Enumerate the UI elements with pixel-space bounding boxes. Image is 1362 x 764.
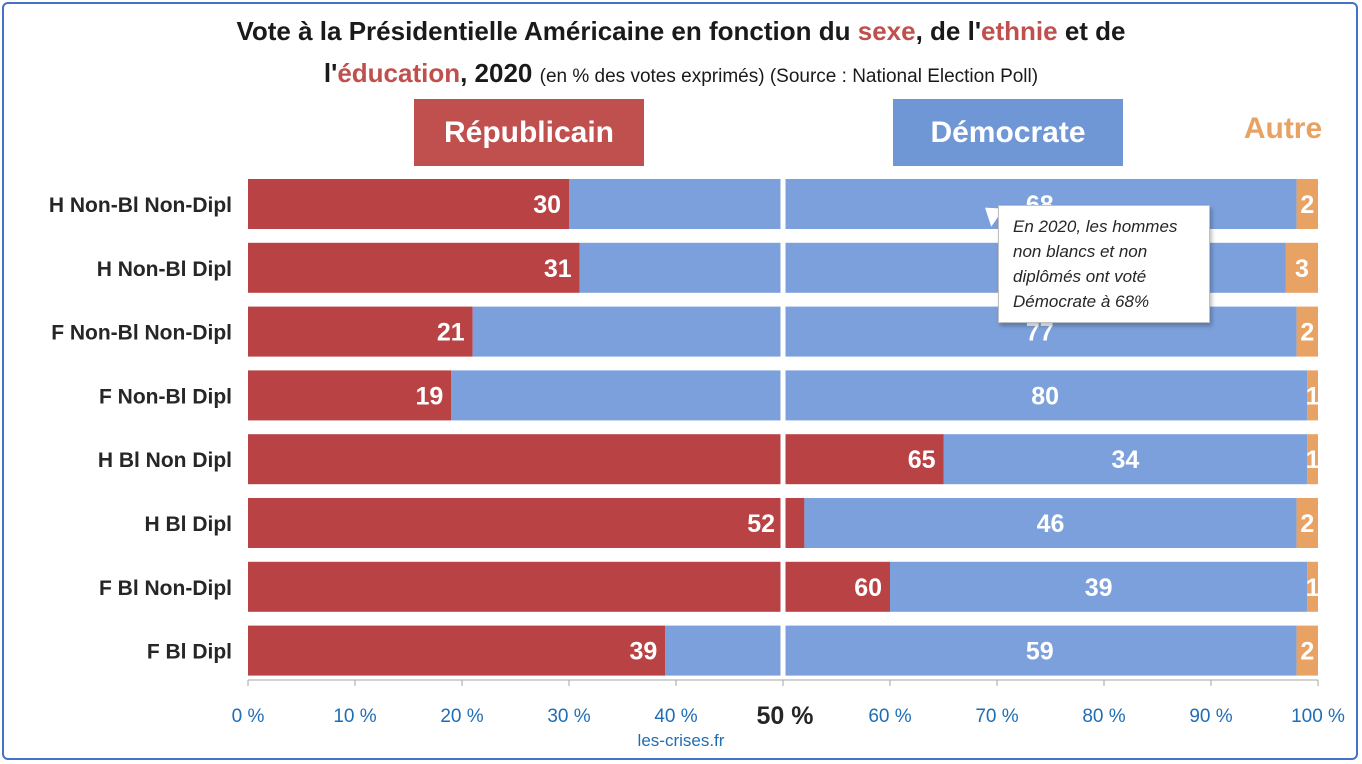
value-label-autre: 1: [1306, 446, 1320, 474]
value-label-republicain: 39: [629, 638, 657, 666]
x-tick-label: 80 %: [1082, 706, 1125, 727]
bar-autre: [1307, 434, 1318, 485]
bar-republicain: [248, 242, 580, 293]
value-label-republicain: 65: [908, 446, 936, 474]
title-text: , de l': [915, 16, 982, 46]
bar-democrate: [451, 370, 1308, 421]
midline-50: [780, 175, 786, 680]
x-tick-label: 90 %: [1189, 706, 1232, 727]
category-label: H Non-Bl Dipl: [97, 258, 232, 281]
category-label: F Bl Non-Dipl: [99, 577, 232, 600]
value-label-democrate: 39: [1085, 574, 1113, 602]
category-label: F Bl Dipl: [147, 641, 232, 664]
bar-republicain: [248, 561, 890, 612]
bar-autre: [1296, 306, 1318, 357]
title-year: , 2020: [460, 58, 533, 88]
category-label: F Non-Bl Non-Dipl: [51, 322, 232, 345]
category-label: H Non-Bl Non-Dipl: [49, 194, 232, 217]
bar-republicain: [248, 434, 944, 485]
value-label-democrate: 46: [1037, 510, 1065, 538]
value-label-autre: 3: [1295, 255, 1309, 283]
title-education: éducation: [337, 58, 461, 88]
category-label: H Bl Non Dipl: [98, 449, 232, 472]
x-tick-label: 70 %: [975, 706, 1018, 727]
bar-autre: [1296, 498, 1318, 548]
x-tick-label: 100 %: [1291, 706, 1345, 727]
title-text: l': [323, 58, 338, 88]
bar-autre: [1296, 179, 1318, 229]
source-label: les-crises.fr: [637, 731, 725, 750]
bar-autre: [1307, 561, 1318, 612]
value-label-republicain: 30: [533, 191, 561, 219]
value-label-republicain: 31: [544, 255, 572, 283]
value-label-democrate: 80: [1031, 382, 1059, 410]
title-ethnie: ethnie: [981, 16, 1058, 46]
value-label-democrate: 34: [1111, 446, 1139, 474]
value-label-republicain: 60: [854, 574, 882, 602]
bar-republicain: [248, 179, 569, 229]
category-label: F Non-Bl Dipl: [99, 385, 232, 408]
value-label-democrate: 77: [1026, 319, 1054, 347]
value-label-autre: 2: [1300, 319, 1314, 347]
value-label-republicain: 21: [437, 319, 465, 347]
x-tick-label: 30 %: [547, 706, 590, 727]
title-text: et de: [1057, 16, 1126, 46]
bar-democrate: [804, 498, 1297, 548]
x-tick-label: 40 %: [654, 706, 697, 727]
value-label-autre: 2: [1300, 510, 1314, 538]
bar-autre: [1307, 370, 1318, 421]
x-tick-label: 0 %: [232, 706, 265, 727]
callout-annotation: En 2020, les hommes non blancs et non di…: [998, 205, 1210, 323]
header-autre: Autre: [1243, 112, 1323, 145]
bar-republicain: [248, 370, 452, 421]
bar-democrate: [890, 561, 1308, 612]
x-tick-label-midline: 50 %: [757, 702, 814, 730]
bar-democrate: [943, 434, 1308, 485]
bar-autre: [1296, 625, 1318, 676]
value-label-autre: 1: [1306, 382, 1320, 410]
bar-republicain: [248, 625, 666, 676]
category-label: H Bl Dipl: [145, 513, 233, 536]
header-republicain: Républicain: [414, 99, 644, 166]
bar-autre: [1285, 242, 1318, 293]
bar-democrate: [665, 625, 1297, 676]
header-democrate: Démocrate: [893, 99, 1123, 166]
value-label-autre: 2: [1300, 191, 1314, 219]
chart-title-line2: l'éducation, 2020 (en % des votes exprim…: [0, 58, 1362, 89]
bar-republicain: [248, 498, 805, 548]
title-note: (en % des votes exprimés) (Source : Nati…: [539, 66, 1039, 87]
value-label-republicain: 52: [747, 510, 775, 538]
x-tick-label: 20 %: [440, 706, 483, 727]
title-text: Vote à la Présidentielle Américaine en f…: [236, 16, 858, 46]
value-label-autre: 2: [1300, 638, 1314, 666]
value-label-republicain: 19: [415, 382, 443, 410]
value-label-democrate: 59: [1026, 638, 1054, 666]
bar-republicain: [248, 306, 473, 357]
title-sexe: sexe: [857, 16, 916, 46]
x-tick-label: 10 %: [333, 706, 376, 727]
x-tick-label: 60 %: [868, 706, 911, 727]
chart-title-line1: Vote à la Présidentielle Américaine en f…: [0, 16, 1362, 47]
value-label-autre: 1: [1306, 574, 1320, 602]
